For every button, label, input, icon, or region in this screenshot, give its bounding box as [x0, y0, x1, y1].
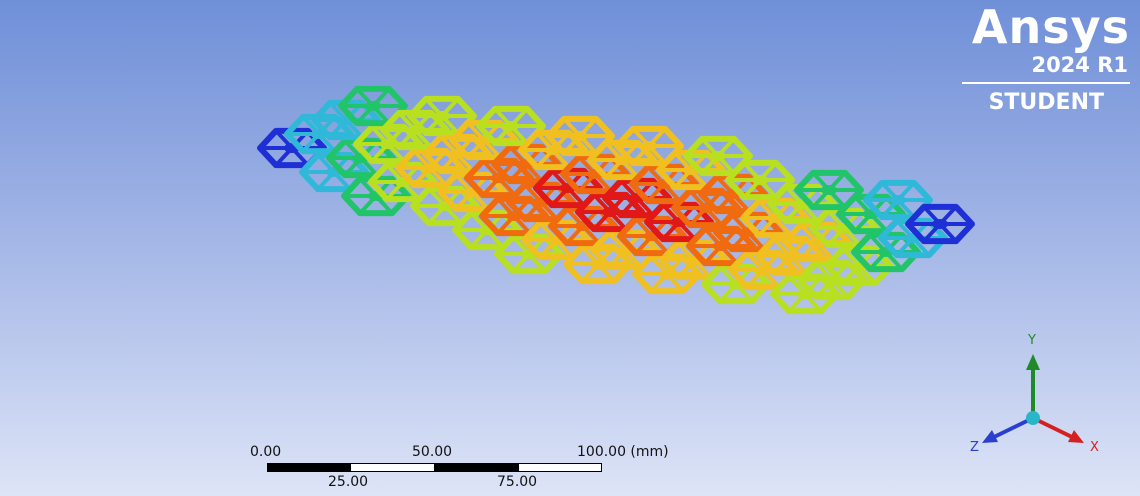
z-axis-arrow — [982, 430, 998, 443]
cell-node — [752, 175, 768, 185]
lattice-cell — [518, 129, 588, 171]
triad-svg — [982, 354, 1084, 443]
x-axis-line — [1032, 416, 1075, 440]
axis-triad[interactable]: Y X Z — [962, 330, 1112, 470]
scale-label-100: 100.00 (mm) — [577, 444, 669, 460]
lattice-cell — [851, 231, 921, 273]
cell-node — [821, 185, 837, 195]
lattice-cell — [257, 127, 327, 169]
logo-divider — [962, 82, 1130, 84]
z-axis-label: Z — [970, 440, 979, 455]
lattice-cell — [794, 169, 864, 211]
lattice-cell — [407, 95, 477, 137]
logo-release: 2024 R1 — [1031, 53, 1128, 77]
cell-node — [503, 121, 519, 131]
scale-label-50: 50.00 — [412, 444, 453, 460]
lattice-cell — [713, 211, 783, 253]
logo-product: Ansys — [971, 0, 1130, 54]
lattice-cell — [494, 233, 564, 275]
logo-edition: STUDENT — [988, 90, 1104, 115]
scale-label-0: 0.00 — [250, 444, 282, 460]
lattice-cell — [545, 115, 615, 157]
lattice-cell — [701, 263, 771, 305]
lattice-cell — [632, 253, 702, 295]
triad-origin — [1026, 411, 1040, 425]
lattice-cell — [683, 135, 753, 177]
y-axis-label: Y — [1028, 333, 1036, 348]
lattice-cell — [395, 147, 465, 189]
scale-segment-1 — [267, 463, 351, 472]
cell-node — [434, 111, 450, 121]
x-axis-arrow — [1068, 430, 1084, 443]
y-axis-arrow — [1026, 354, 1040, 370]
cell-node — [710, 151, 726, 161]
cell-node — [932, 219, 948, 229]
scale-segment-2 — [350, 463, 435, 472]
x-axis-label: X — [1090, 440, 1099, 455]
scale-label-75: 75.00 — [497, 474, 538, 490]
cell-node — [890, 195, 906, 205]
lattice-cell — [563, 243, 633, 285]
lattice-cell — [341, 175, 411, 217]
cell-node — [641, 141, 657, 151]
lattice-cells — [257, 85, 975, 315]
lattice-cell — [491, 143, 561, 185]
cell-node — [365, 101, 381, 111]
lattice-cell — [797, 259, 867, 301]
z-axis-line — [991, 416, 1034, 440]
ansys-logo: Ansys 2024 R1 STUDENT — [960, 2, 1130, 116]
cell-node — [572, 131, 588, 141]
scale-bar: 0.00 50.00 100.00 (mm) 25.00 75.00 — [250, 440, 690, 496]
lattice-cell — [905, 203, 975, 245]
scale-segment-3 — [434, 463, 519, 472]
scale-label-25: 25.00 — [328, 474, 369, 490]
lattice-cell — [476, 105, 546, 147]
lattice-cell — [782, 221, 852, 263]
scale-segment-4 — [518, 463, 602, 472]
